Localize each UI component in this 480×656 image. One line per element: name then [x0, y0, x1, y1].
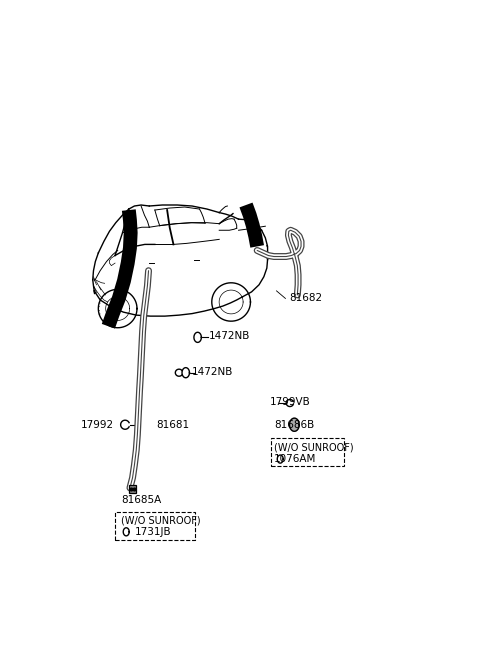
Text: (W/O SUNROOF): (W/O SUNROOF): [121, 516, 201, 525]
Text: (W/O SUNROOF): (W/O SUNROOF): [274, 442, 354, 453]
FancyBboxPatch shape: [271, 438, 344, 466]
Text: 1472NB: 1472NB: [192, 367, 233, 377]
Text: 1472NB: 1472NB: [209, 331, 250, 341]
Text: 81686B: 81686B: [274, 420, 314, 430]
FancyBboxPatch shape: [115, 512, 195, 540]
Text: 1076AM: 1076AM: [274, 454, 316, 464]
Polygon shape: [289, 418, 299, 431]
Text: 17992: 17992: [81, 420, 114, 430]
Text: 81681: 81681: [156, 420, 190, 430]
FancyBboxPatch shape: [129, 485, 136, 493]
Text: 1799VB: 1799VB: [270, 397, 311, 407]
Polygon shape: [194, 333, 202, 342]
Text: 81685A: 81685A: [121, 495, 162, 506]
Text: 81682: 81682: [289, 293, 322, 304]
Text: 1731JB: 1731JB: [134, 527, 171, 537]
Polygon shape: [182, 367, 190, 378]
Polygon shape: [123, 528, 129, 536]
Polygon shape: [277, 455, 283, 463]
